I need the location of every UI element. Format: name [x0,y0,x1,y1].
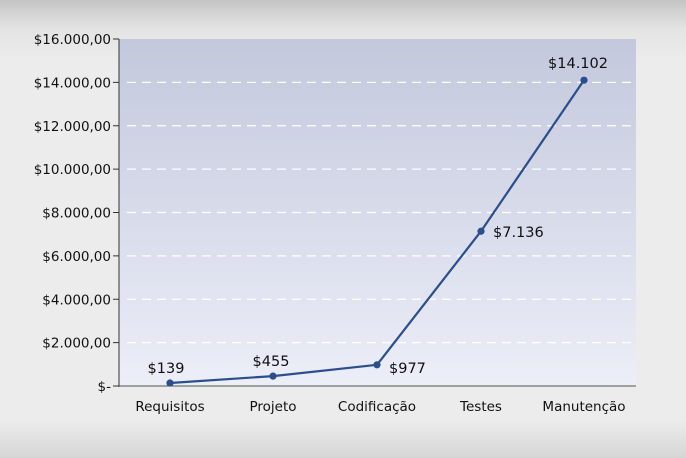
series-line-group [166,76,588,387]
data-label: $455 [253,354,290,370]
y-tick-label: $4.000,00 [42,292,111,308]
y-axis-ticks: $- $2.000,00 $4.000,00 $6.000,00 $8.000,00 $1… [34,32,119,395]
y-tick-label: $- [98,379,112,395]
data-point [477,227,485,235]
y-tick-label: $10.000,00 [34,162,111,178]
x-tick-label: Testes [459,399,502,415]
data-point [269,372,277,380]
data-label: $977 [389,361,426,377]
y-tick-label: $14.000,00 [34,75,111,91]
x-tick-label: Projeto [249,399,296,415]
data-label: $139 [148,361,185,377]
data-label: $14.102 [548,56,608,72]
plot-area [119,39,636,386]
data-point [580,76,588,84]
data-point [373,361,381,369]
x-tick-label: Manutenção [542,399,625,415]
gridlines [127,81,632,344]
x-tick-label: Requisitos [135,399,204,415]
y-tick-label: $12.000,00 [34,119,111,135]
x-tick-label: Codificação [338,399,416,415]
y-tick-label: $16.000,00 [34,32,111,48]
y-tick-label: $6.000,00 [42,249,111,265]
x-axis-ticks: Requisitos Projeto Codificação Testes Manute… [135,399,625,415]
y-tick-label: $2.000,00 [42,336,111,352]
data-label: $7.136 [493,225,544,241]
data-point [166,379,174,387]
y-tick-label: $8.000,00 [42,206,111,222]
data-labels: $139 $455 $977 $7.136 $14.102 [148,56,608,377]
